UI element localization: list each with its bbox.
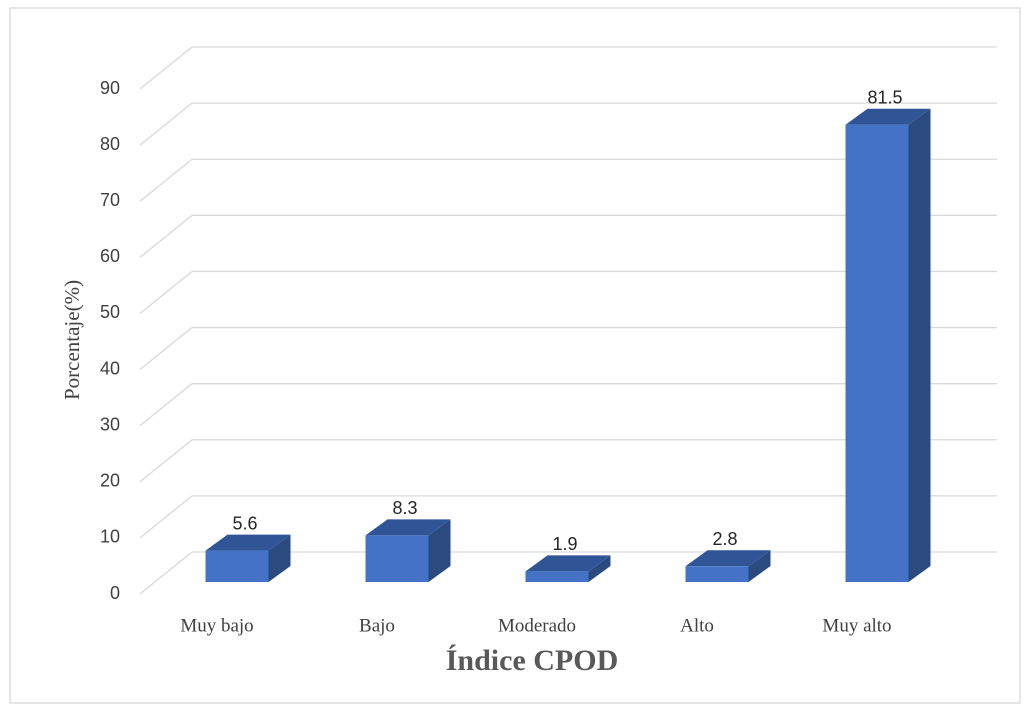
bar-side [268,534,291,582]
bar [205,550,269,582]
y-tick-label: 0 [110,583,120,603]
bar-top [845,108,931,125]
grid-line [139,439,193,483]
value-label: 5.6 [232,513,257,533]
grid-line [139,327,193,371]
grid-line [139,46,193,90]
x-tick-label: Muy alto [822,615,891,636]
bar [845,124,909,582]
x-axis-title: Índice CPOD [446,644,619,677]
chart-border [9,7,1021,704]
bar [685,566,749,582]
grid-line [139,383,193,427]
y-tick-label: 50 [100,302,120,322]
bar [365,535,429,582]
value-label: 1.9 [552,534,577,554]
x-tick-label: Bajo [359,615,395,636]
value-label: 8.3 [392,498,417,518]
value-label: 81.5 [867,87,902,107]
x-tick-label: Muy bajo [180,615,253,636]
x-tick-label: Alto [680,615,714,636]
x-tick-label: Moderado [498,615,576,636]
y-tick-label: 30 [100,414,120,434]
bar-top [365,519,451,536]
y-tick-label: 70 [100,190,120,210]
value-label: 2.8 [712,529,737,549]
bar-side [908,108,931,582]
bar-top [525,555,611,572]
grid-line [139,495,193,539]
grid-line [139,551,193,595]
bar-side [748,550,771,582]
y-tick-label: 40 [100,358,120,378]
y-tick-label: 10 [100,527,120,547]
y-tick-label: 90 [100,78,120,98]
bar [525,571,589,582]
bar-side [428,519,451,582]
grid-line [139,214,193,258]
y-tick-label: 80 [100,134,120,154]
y-tick-label: 60 [100,246,120,266]
grid-line [139,102,193,146]
y-tick-label: 20 [100,471,120,491]
grid-line [139,270,193,314]
bar-side [588,555,611,582]
grid-line [139,158,193,202]
bar-top [685,550,771,567]
bar-top [205,534,291,551]
y-axis-title: Porcentaje(%) [60,280,84,400]
